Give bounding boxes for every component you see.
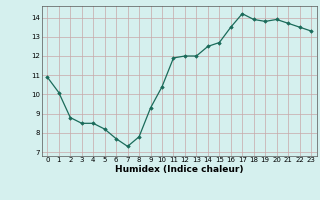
- X-axis label: Humidex (Indice chaleur): Humidex (Indice chaleur): [115, 165, 244, 174]
